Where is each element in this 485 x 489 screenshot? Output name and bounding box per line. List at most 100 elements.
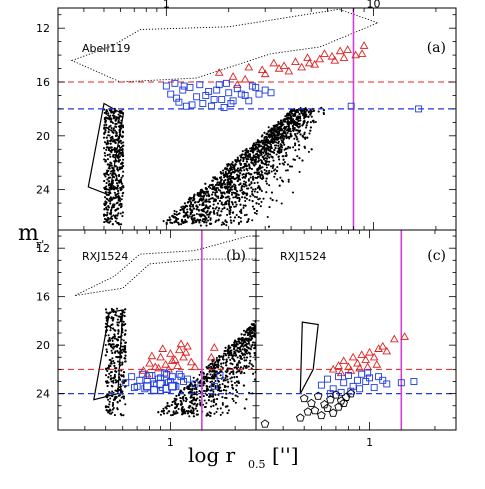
galaxy-dot [251, 188, 255, 191]
galaxy-dot [169, 414, 173, 417]
galaxy-dot [239, 338, 242, 341]
galaxy-dot [198, 399, 201, 402]
panel-tag: (a) [427, 40, 446, 56]
square-marker [180, 378, 187, 385]
galaxy-dot [107, 199, 110, 202]
galaxy-dot [238, 198, 241, 201]
galaxy-dot [237, 175, 240, 178]
galaxy-dot [106, 117, 109, 120]
galaxy-dot [121, 155, 124, 158]
triangle-marker [158, 344, 168, 352]
galaxy-dot [277, 142, 280, 145]
panel-b-plot [58, 230, 256, 430]
x-top-tick-label: 1 [163, 0, 170, 11]
galaxy-dot [178, 212, 181, 215]
galaxy-dot [212, 401, 216, 404]
square-marker [397, 379, 405, 387]
galaxy-dot [248, 352, 251, 355]
galaxy-dot [226, 199, 229, 202]
galaxy-dot [215, 219, 218, 222]
galaxy-dot [243, 349, 246, 352]
galaxy-dot [116, 408, 119, 411]
galaxy-dot [289, 109, 293, 112]
galaxy-dot [289, 110, 292, 113]
galaxy-dot [230, 172, 233, 175]
galaxy-dot [269, 165, 273, 168]
galaxy-dot [112, 112, 115, 115]
galaxy-dot [183, 202, 186, 205]
galaxy-dot [249, 195, 252, 198]
galaxy-dot [312, 109, 315, 112]
galaxy-dot [235, 389, 238, 392]
galaxy-dot [121, 144, 124, 148]
galaxy-dot [297, 140, 300, 143]
y-tick-label: 16 [36, 291, 50, 304]
galaxy-dot [222, 169, 225, 172]
galaxy-dot [312, 119, 315, 122]
galaxy-dot [241, 348, 244, 351]
galaxy-dot [215, 403, 218, 406]
galaxy-dot [225, 190, 229, 193]
galaxy-dot [217, 181, 220, 184]
galaxy-dot [199, 215, 202, 218]
galaxy-dot [270, 134, 273, 137]
galaxy-dot [210, 405, 213, 408]
galaxy-dot [216, 359, 219, 362]
galaxy-dot [117, 324, 120, 327]
galaxy-dot [121, 361, 124, 364]
galaxy-dot [171, 215, 174, 218]
galaxy-dot [175, 210, 178, 213]
galaxy-dot [257, 171, 260, 174]
pentagon-marker [307, 398, 316, 408]
galaxy-dot [258, 143, 261, 146]
galaxy-dot [249, 355, 252, 358]
galaxy-dot [250, 167, 253, 171]
galaxy-dot [196, 397, 199, 400]
galaxy-dot [103, 141, 107, 144]
galaxy-dot [107, 334, 110, 337]
galaxy-dot [214, 191, 217, 194]
galaxy-dot [281, 162, 284, 165]
galaxy-dot [122, 186, 125, 189]
galaxy-dot [213, 185, 216, 188]
triangle-marker [274, 64, 284, 72]
galaxy-dot [114, 220, 117, 223]
galaxy-dot [252, 327, 255, 330]
galaxy-dot [243, 169, 246, 172]
galaxy-dot [245, 330, 248, 333]
galaxy-dot [105, 311, 108, 314]
galaxy-dot [106, 163, 109, 166]
galaxy-dot [242, 175, 245, 179]
galaxy-dot [120, 203, 123, 206]
galaxy-dot [310, 148, 313, 151]
galaxy-dot [110, 199, 113, 202]
galaxy-dot [244, 181, 247, 184]
galaxy-dot [118, 166, 122, 169]
galaxy-dot [111, 390, 114, 393]
galaxy-dot [240, 156, 243, 159]
galaxy-dot [294, 122, 297, 125]
galaxy-dot [227, 163, 230, 166]
galaxy-dot [111, 411, 114, 414]
square-marker [122, 379, 130, 387]
galaxy-dot [233, 376, 236, 379]
galaxy-dot [119, 320, 122, 323]
galaxy-dot [236, 363, 239, 367]
galaxy-dot [195, 404, 198, 407]
galaxy-dot [294, 134, 297, 137]
galaxy-dot [262, 151, 265, 154]
galaxy-dot [122, 158, 125, 161]
galaxy-dot [209, 373, 212, 376]
galaxy-dot [211, 373, 214, 377]
galaxy-dot [235, 169, 239, 172]
galaxy-dot [111, 357, 114, 360]
galaxy-dot [294, 112, 297, 115]
galaxy-dot [176, 403, 179, 406]
galaxy-dot [208, 198, 211, 201]
galaxy-dot [233, 186, 237, 189]
square-marker [245, 97, 253, 105]
galaxy-dot [298, 157, 301, 160]
galaxy-dot [105, 110, 108, 113]
galaxy-dot [247, 218, 250, 221]
galaxy-dot [250, 329, 253, 332]
